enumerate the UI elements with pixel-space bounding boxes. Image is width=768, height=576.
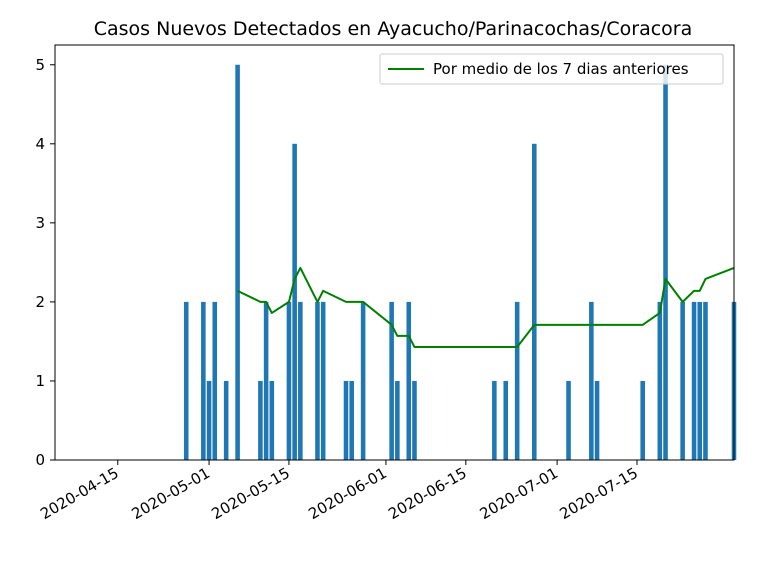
bar	[183, 301, 189, 460]
bar	[201, 301, 206, 460]
bar	[412, 380, 417, 460]
bars-group	[183, 64, 737, 460]
bar	[343, 380, 349, 460]
y-tick-label: 2	[35, 293, 45, 311]
bar	[514, 301, 520, 460]
bar	[492, 380, 497, 460]
legend: Por medio de los 7 dias anteriores	[379, 53, 724, 85]
bar	[697, 301, 703, 460]
bar	[206, 380, 212, 460]
bar	[703, 301, 708, 460]
bar	[594, 380, 600, 460]
y-tick-label: 0	[35, 451, 45, 469]
bar	[589, 301, 594, 460]
bar	[320, 301, 326, 460]
legend-label: Por medio de los 7 dias anteriores	[433, 60, 689, 78]
bar	[286, 301, 292, 460]
bar	[298, 301, 303, 460]
bar	[315, 301, 320, 460]
series-line	[237, 266, 735, 348]
bar	[223, 380, 229, 460]
bar	[235, 64, 240, 460]
bar	[263, 301, 269, 460]
bar	[212, 301, 218, 460]
bar	[657, 301, 663, 460]
bar	[349, 380, 354, 460]
bar	[258, 380, 263, 460]
bar	[691, 301, 697, 460]
legend-box	[379, 53, 724, 85]
bar	[663, 64, 668, 460]
bar	[566, 380, 571, 460]
bar	[532, 143, 537, 460]
y-tick-label: 1	[35, 372, 45, 390]
y-tick-label: 5	[35, 56, 45, 74]
plot-frame	[54, 44, 735, 461]
line-layer	[237, 266, 735, 348]
bar	[640, 380, 645, 460]
bar	[503, 380, 509, 460]
bar	[680, 301, 685, 460]
y-tick-label: 3	[35, 214, 45, 232]
bar	[389, 301, 394, 460]
bar	[269, 380, 275, 460]
y-tick-label: 4	[35, 135, 45, 153]
bar	[395, 380, 400, 460]
bar	[406, 301, 412, 460]
bar	[360, 301, 366, 460]
chart-title: Casos Nuevos Detectados en Ayacucho/Pari…	[94, 18, 693, 40]
bar	[292, 143, 297, 460]
